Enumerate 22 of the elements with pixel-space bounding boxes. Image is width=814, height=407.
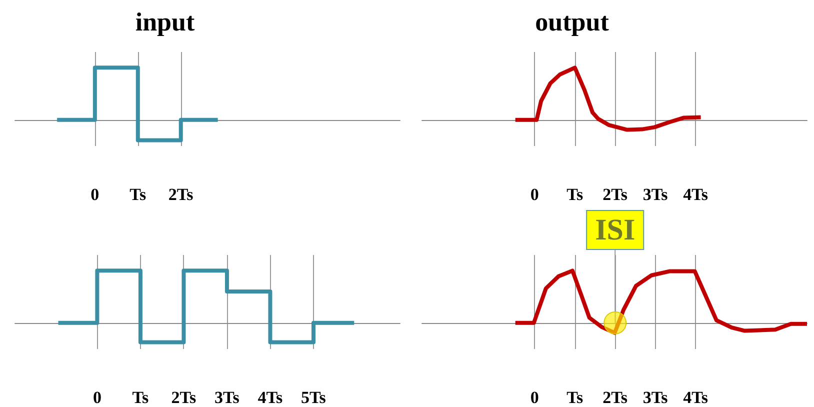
x-tick-label: 2Ts <box>602 185 628 204</box>
x-tick-label: 0 <box>530 185 539 204</box>
x-tick-label: 3Ts <box>214 388 240 407</box>
x-tick-label: Ts <box>566 388 584 407</box>
x-tick-label: Ts <box>566 185 584 204</box>
x-tick-label: 4Ts <box>258 388 284 407</box>
x-tick-label: 2Ts <box>168 185 194 204</box>
x-tick-label: 4Ts <box>683 388 708 407</box>
x-tick-label: 0 <box>530 388 539 407</box>
annotation: ISI <box>595 214 636 246</box>
x-tick-label: 3Ts <box>642 388 668 407</box>
x-tick-label: 0 <box>90 185 100 204</box>
chart-title: input <box>135 8 195 36</box>
x-tick-label: 4Ts <box>683 185 708 204</box>
chart-title: output <box>535 8 610 36</box>
x-tick-label: Ts <box>130 185 146 204</box>
x-tick-label: 0 <box>92 388 102 407</box>
x-tick-label: Ts <box>132 388 150 407</box>
x-tick-label: 2Ts <box>171 388 197 407</box>
x-tick-label: 2Ts <box>602 388 628 407</box>
x-tick-label: 3Ts <box>642 185 668 204</box>
x-tick-label: 5Ts <box>301 388 326 407</box>
